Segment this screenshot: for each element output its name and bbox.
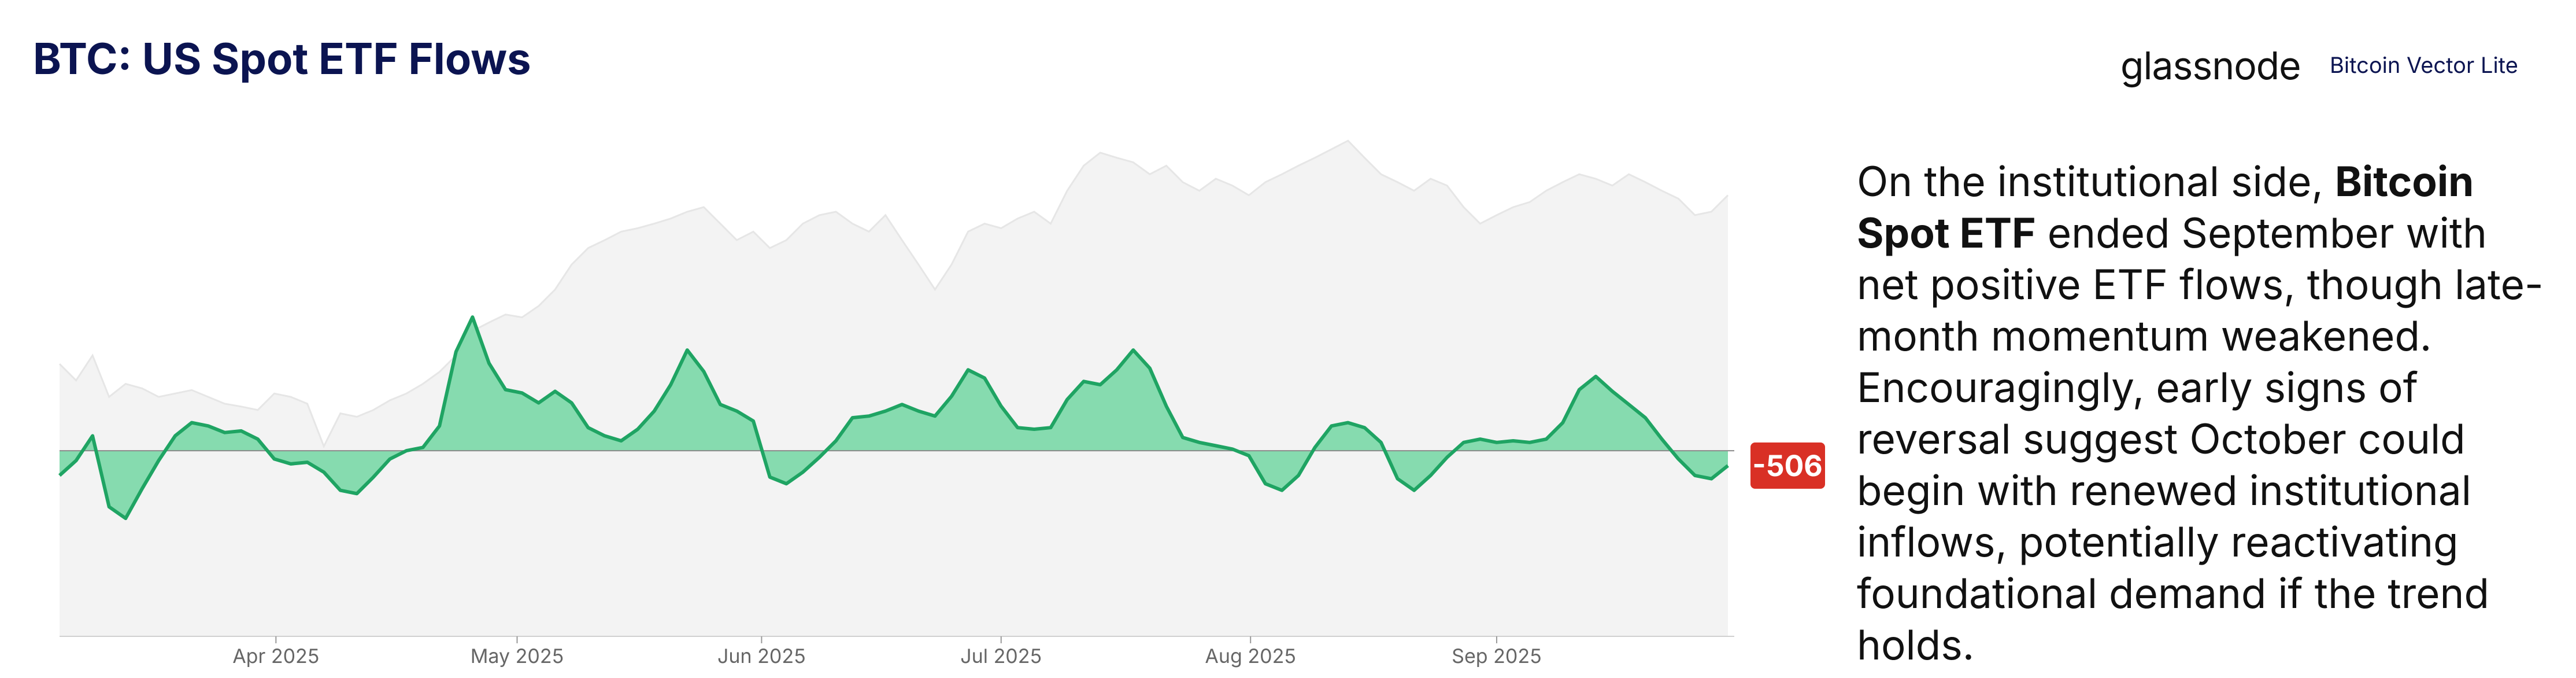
chart-title: BTC: US Spot ETF Flows	[33, 32, 531, 84]
x-tick-label: Jun 2025	[717, 644, 806, 668]
x-tick-label: May 2025	[471, 644, 564, 668]
x-tick-label: Jul 2025	[960, 644, 1042, 668]
plot-area: Apr 2025 May 2025 Jun 2025 Jul 2025 Aug 2025…	[58, 139, 1825, 668]
value-label-box	[1750, 442, 1825, 489]
price-line	[58, 139, 1729, 449]
flow-area	[60, 317, 1728, 519]
bold-text: Bitcoin Spot ETF	[1857, 157, 2474, 258]
text: On the institutional side,	[1857, 157, 2335, 207]
x-tick-label: Sep 2025	[1452, 644, 1542, 668]
brand-logo: glassnode	[2120, 42, 2301, 89]
brand-subtitle: Bitcoin Vector Lite	[2330, 52, 2518, 79]
text: ended September with net positive ETF fl…	[1857, 208, 2544, 670]
value-label: -506	[1752, 449, 1823, 484]
x-tick-label: Apr 2025	[232, 644, 319, 668]
x-tick-label: Aug 2025	[1205, 644, 1296, 668]
price-area	[60, 141, 1728, 636]
flow-line	[58, 315, 1729, 521]
commentary: On the institutional side, Bitcoin Spot …	[1857, 156, 2551, 671]
